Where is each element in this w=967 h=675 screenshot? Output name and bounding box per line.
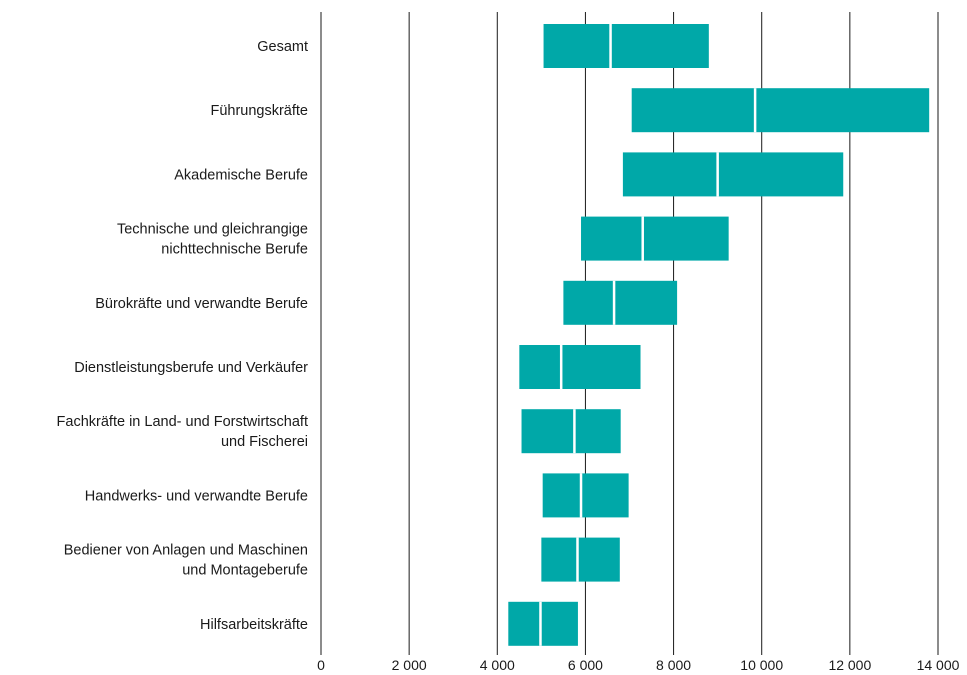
x-tick-label: 0 bbox=[317, 657, 325, 673]
x-tick-label: 4 000 bbox=[480, 657, 515, 673]
range-boxes bbox=[508, 24, 930, 646]
range-box bbox=[541, 537, 620, 582]
range-box bbox=[581, 216, 729, 261]
x-axis-ticks: 0 2 000 4 000 6 000 8 000 10 000 12 000 14 000 bbox=[317, 657, 960, 673]
range-box bbox=[542, 473, 629, 518]
category-label-line: Gesamt bbox=[257, 39, 308, 55]
range-box bbox=[622, 152, 844, 197]
category-label-line: Dienstleistungsberufe und Verkäufer bbox=[74, 360, 308, 376]
category-label: Akademische Berufe bbox=[174, 167, 308, 183]
range-box bbox=[521, 409, 621, 454]
x-tick-label: 6 000 bbox=[568, 657, 603, 673]
category-label: Bürokräfte und verwandte Berufe bbox=[95, 296, 308, 312]
x-tick-label: 10 000 bbox=[740, 657, 783, 673]
category-label-line: Bürokräfte und verwandte Berufe bbox=[95, 296, 308, 312]
range-box bbox=[563, 280, 678, 325]
range-box bbox=[543, 24, 709, 68]
category-label: Bediener von Anlagen und Maschinen und Mo… bbox=[64, 543, 308, 579]
x-tick-label: 12 000 bbox=[828, 657, 871, 673]
range-box bbox=[631, 88, 930, 133]
category-label: Hilfsarbeitskräfte bbox=[200, 617, 308, 633]
category-label-line: nichttechnische Berufe bbox=[161, 242, 308, 258]
category-label: Technische und gleichrangige nichttechnis… bbox=[117, 222, 308, 258]
category-label-line: Handwerks- und verwandte Berufe bbox=[85, 488, 308, 504]
x-tick-label: 14 000 bbox=[917, 657, 960, 673]
category-label: Gesamt bbox=[257, 39, 308, 55]
category-label-line: Hilfsarbeitskräfte bbox=[200, 617, 308, 633]
category-label: Fachkräfte in Land- und Forstwirtschaft u… bbox=[57, 414, 308, 450]
range-box bbox=[508, 601, 578, 646]
category-label-line: Fachkräfte in Land- und Forstwirtschaft bbox=[57, 414, 308, 430]
category-labels: Gesamt Führungskräfte Akademische Berufe Te… bbox=[57, 39, 309, 633]
category-label-line: Führungskräfte bbox=[210, 103, 308, 119]
category-label-line: Technische und gleichrangige bbox=[117, 222, 308, 238]
x-tick-label: 8 000 bbox=[656, 657, 691, 673]
x-tick-label: 2 000 bbox=[392, 657, 427, 673]
category-label: Dienstleistungsberufe und Verkäufer bbox=[74, 360, 308, 376]
category-label-line: Bediener von Anlagen und Maschinen bbox=[64, 543, 308, 559]
category-label: Führungskräfte bbox=[210, 103, 308, 119]
category-label-line: und Fischerei bbox=[221, 434, 308, 450]
range-box bbox=[519, 345, 641, 389]
category-label-line: und Montageberufe bbox=[182, 563, 308, 579]
category-label-line: Akademische Berufe bbox=[174, 167, 308, 183]
category-label: Handwerks- und verwandte Berufe bbox=[85, 488, 308, 504]
